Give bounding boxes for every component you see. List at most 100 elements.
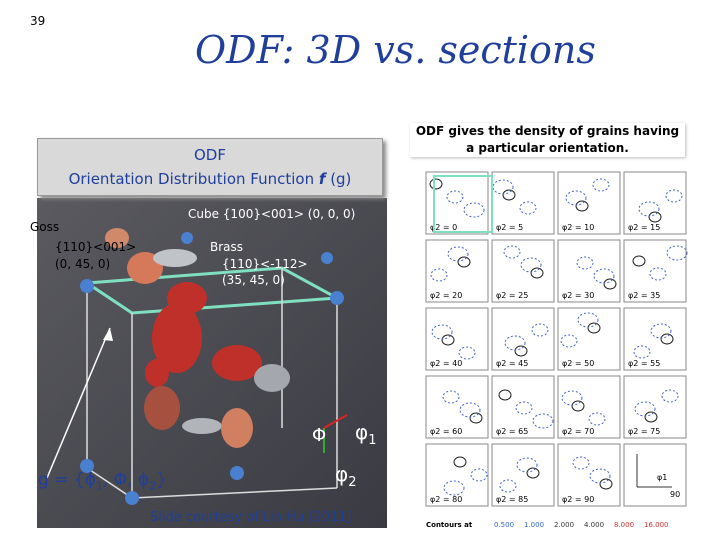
title: ODF: 3D vs. sections [195,28,596,72]
axis-phi1: φ1 [355,420,377,448]
section-label: φ2 = 75 [628,427,660,436]
contour [560,334,578,348]
section-cell [557,443,621,507]
brass-angles: (35, 45, 0) [222,273,285,287]
note: ODF gives the density of grains having a… [410,123,685,157]
definition-text: Orientation Distribution Function f (g) [68,170,352,188]
section-axis-tick: 90 [670,490,680,499]
section-grid: φ2 = 0 φ2 = 5 φ2 = 10 φ2 = 15 φ2 = 20 φ2 = 25… [425,171,688,529]
section-axis-label: φ1 [657,473,667,482]
definition-title: ODF [194,146,226,164]
contour [588,412,606,426]
contour [429,178,443,190]
section-label: φ2 = 60 [430,427,462,436]
contour [587,322,601,334]
axis-phi2: φ2 [335,462,357,490]
section-cell [491,239,555,303]
section-cell [425,375,489,439]
contour [459,402,481,418]
contour [593,268,615,284]
section-cell [557,375,621,439]
contour [634,401,656,417]
section-cell [491,443,555,507]
section-label: φ2 = 80 [430,495,462,504]
contour [504,335,526,351]
section-label: φ2 = 65 [496,427,528,436]
contour [644,411,658,423]
cube-label: Cube {100}<001> (0, 0, 0) [188,207,356,221]
section-cell [623,443,687,507]
contour [499,479,517,493]
contour [571,400,585,412]
section-label: φ2 = 15 [628,223,660,232]
goss-label: Goss [30,220,60,234]
contour [589,468,611,484]
section-label: φ2 = 5 [496,223,523,232]
section-label: φ2 = 30 [562,291,594,300]
credit: Slide courtesy of Lin Hu [2011] [150,510,352,525]
goss-miller: {110}<001> [55,240,137,254]
section-label: φ2 = 45 [496,359,528,368]
contour [457,256,471,268]
section-label: φ2 = 50 [562,359,594,368]
contour [526,467,540,479]
contour-level: 16.000 [644,521,669,529]
contour [577,312,599,328]
contour [532,413,554,429]
definition-box: ODF Orientation Distribution Function f (… [37,138,383,196]
contour-level: 0.500 [494,521,514,529]
contour [666,245,688,261]
goss-angles: (0, 45, 0) [55,257,111,271]
contour [431,324,453,340]
contour [592,178,610,192]
contour [453,456,467,468]
contour [447,246,469,262]
section-label: φ2 = 85 [496,495,528,504]
contour [520,257,542,273]
contour [530,267,544,279]
section-cell [557,239,621,303]
contour [514,345,528,357]
section-cell [491,171,555,235]
contours-label: Contours at [426,521,473,529]
contour [633,345,651,359]
contour [575,200,589,212]
contour [603,278,617,290]
section-label: φ2 = 10 [562,223,594,232]
contour [463,202,485,218]
section-cell [425,307,489,371]
section-cell [623,171,687,235]
contour [661,389,679,403]
section-label: φ2 = 70 [562,427,594,436]
contour [441,334,455,346]
brass-label: Brass [210,240,244,254]
contour [470,468,488,482]
contour [469,412,483,424]
section-label: φ2 = 25 [496,291,528,300]
section-label: φ2 = 55 [628,359,660,368]
contour-level: 4.000 [584,521,604,529]
contour-level: 8.000 [614,521,634,529]
contour-level: 2.000 [554,521,574,529]
contour [516,457,538,473]
axis-Phi: Φ [312,425,327,446]
contour [632,255,646,267]
section-cell [623,307,687,371]
contour [446,190,464,204]
contour [650,323,672,339]
formula: g = {ϕ1, Φ, ϕ2} [38,470,167,493]
contour [502,189,516,201]
contour [649,267,667,281]
section-label: φ2 = 35 [628,291,660,300]
contour [503,245,521,259]
odf-3d-view [37,198,387,528]
section-label: φ2 = 0 [430,223,457,232]
contour [665,189,683,203]
contour [565,190,587,206]
contour [430,268,448,282]
contour [498,389,512,401]
contour [660,333,674,345]
slide-number: 39 [30,14,46,28]
contour [531,323,549,337]
